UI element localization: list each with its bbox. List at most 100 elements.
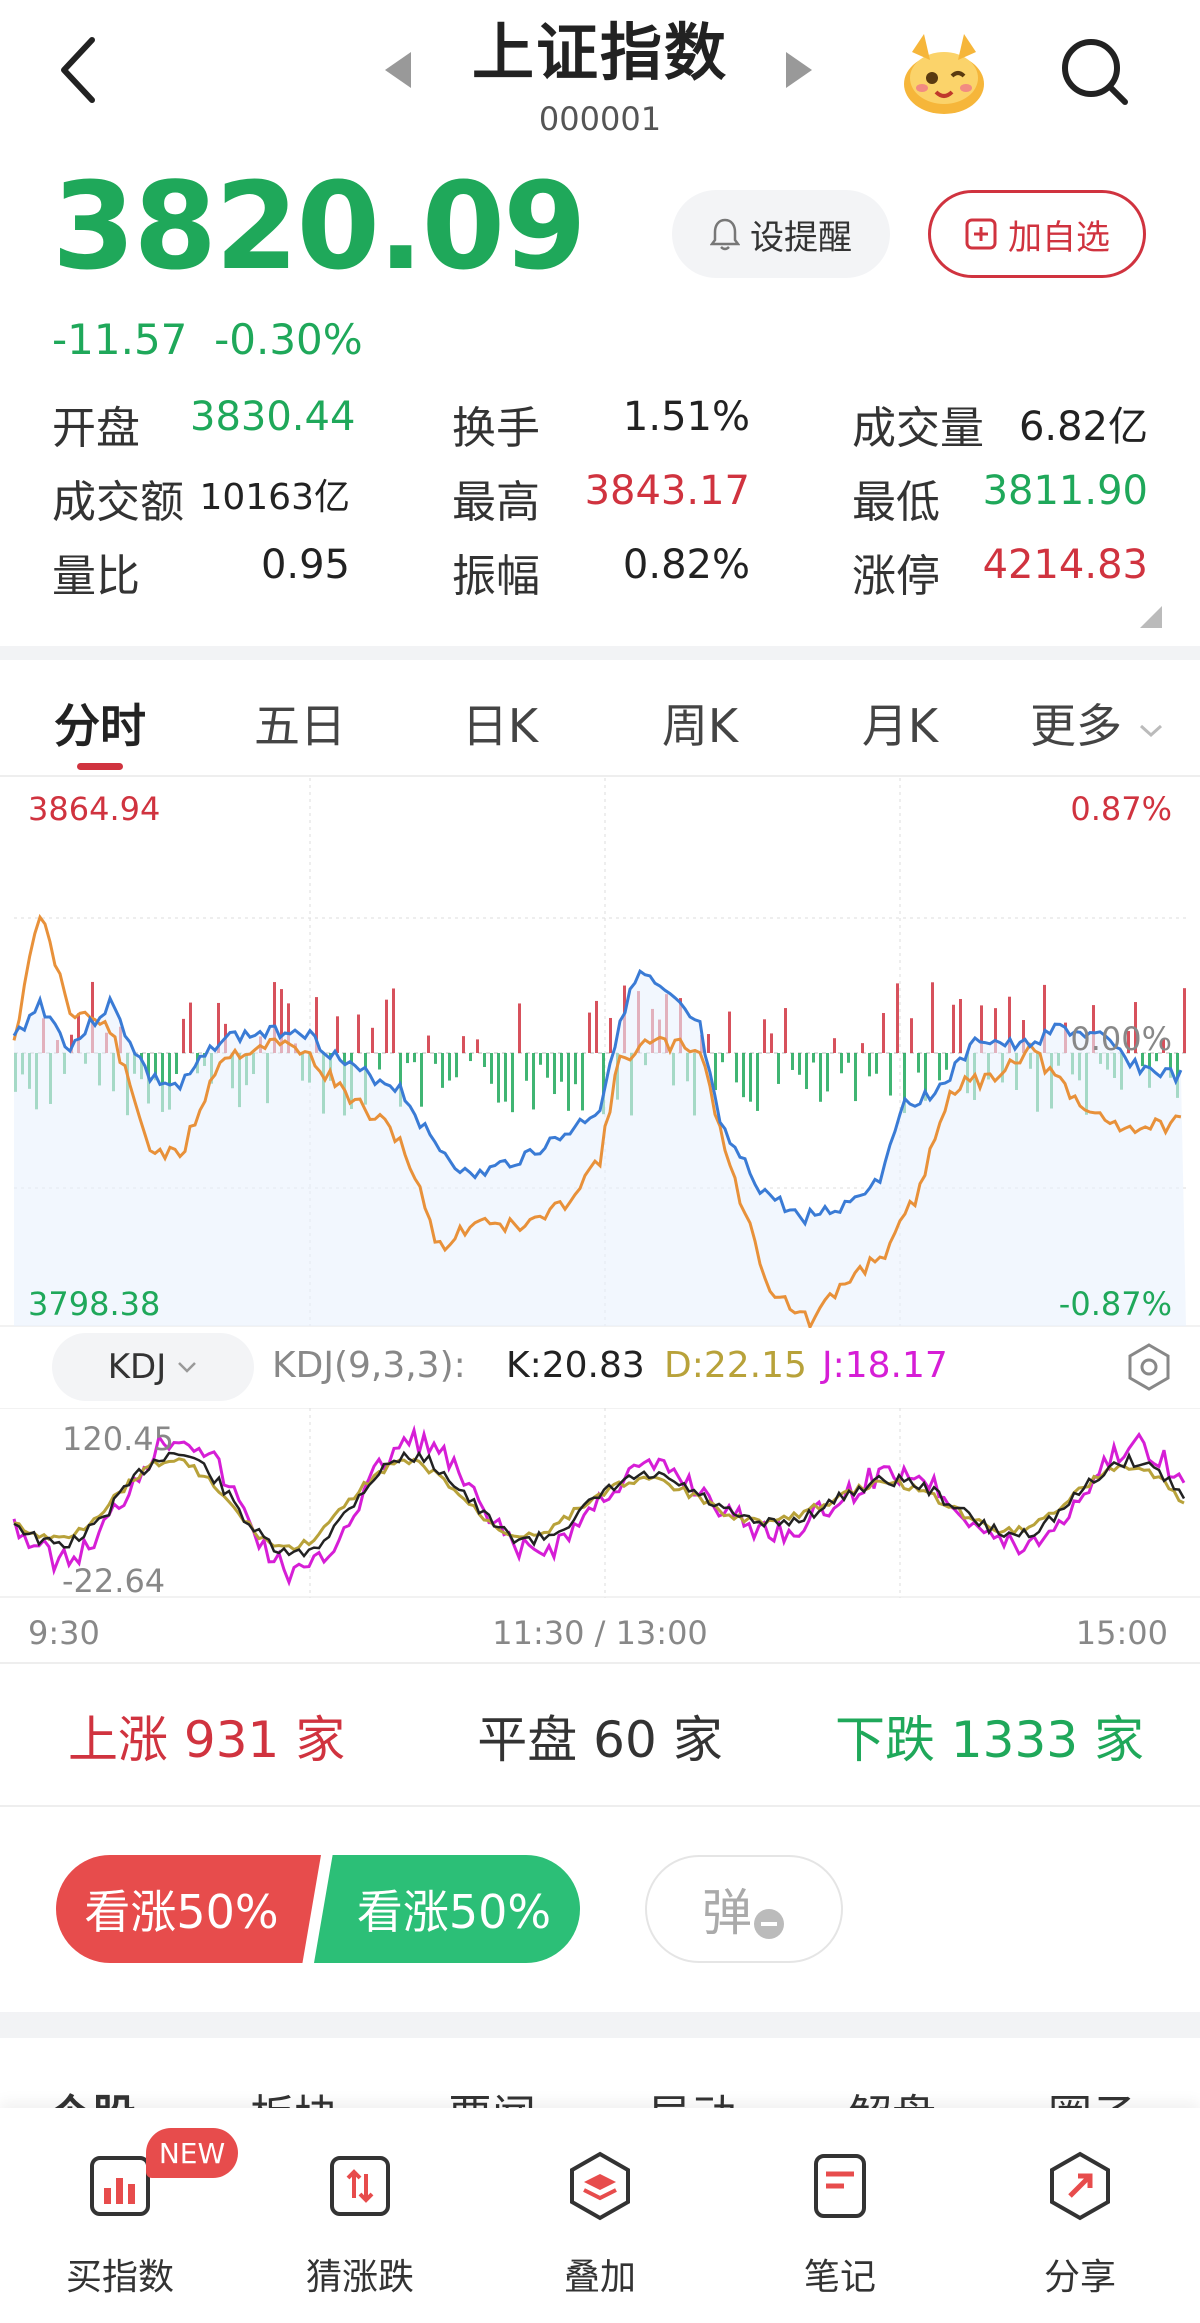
- vote-bullish-button[interactable]: 看涨50%: [56, 1855, 321, 1963]
- kdj-j-value: J:18.17: [822, 1345, 948, 1386]
- change-percent: -0.30%: [214, 315, 363, 364]
- add-watchlist-label: 加自选: [1008, 217, 1110, 258]
- stat-label-volume-ratio: 量比: [52, 551, 140, 602]
- price-line: [12, 968, 1183, 1227]
- vote-bearish-button[interactable]: 看涨50%: [314, 1855, 580, 1963]
- volume-bar: [462, 1036, 465, 1053]
- change-value: -11.57: [52, 315, 188, 364]
- nav-notes-label: 笔记: [803, 2257, 876, 2298]
- nav-overlay[interactable]: 叠加: [520, 2150, 680, 2300]
- volume-bar: [1155, 1053, 1158, 1062]
- volume-bar: [1092, 1005, 1095, 1053]
- stat-label-turnover: 换手: [452, 403, 540, 454]
- volume-bar: [378, 1053, 381, 1070]
- kdj-d-line: [13, 1457, 1185, 1552]
- kdj-axis-low: -22.64: [62, 1562, 166, 1600]
- volume-bar: [728, 1011, 731, 1053]
- stat-value-volume-ratio: 0.95: [260, 542, 350, 588]
- volume-bar: [315, 997, 318, 1053]
- tab-intraday[interactable]: 分时: [54, 699, 146, 753]
- volume-bar: [938, 1053, 941, 1081]
- minus-circle-icon: [754, 1909, 784, 1939]
- volume-bar: [273, 982, 276, 1053]
- prev-index-icon[interactable]: [385, 52, 411, 88]
- pct-axis-zero: 0.00%: [1070, 1020, 1172, 1058]
- volume-bar: [189, 1002, 192, 1053]
- kdj-chart[interactable]: [0, 1408, 1200, 1598]
- volume-bar: [483, 1053, 486, 1067]
- time-axis-end: 15:00: [1075, 1614, 1168, 1652]
- set-reminder-button[interactable]: 设提醒: [672, 190, 890, 278]
- divider: [0, 1662, 1200, 1664]
- tab-five-day[interactable]: 五日: [254, 699, 346, 753]
- tab-monthly-k[interactable]: 月K: [861, 699, 939, 753]
- volume-bar: [175, 1053, 178, 1074]
- volume-bar: [749, 1053, 752, 1102]
- volume-bar: [476, 1039, 479, 1053]
- volume-bar: [399, 1053, 402, 1107]
- volume-bar: [1162, 1038, 1165, 1053]
- volume-bar: [154, 1053, 157, 1081]
- volume-bar: [455, 1053, 458, 1078]
- updown-icon: [330, 2156, 390, 2216]
- share-icon: [1050, 2151, 1110, 2221]
- indicator-selector-label: KDJ: [107, 1347, 167, 1387]
- volume-bar: [847, 1053, 850, 1063]
- volume-bar: [1134, 1002, 1137, 1053]
- stat-value-low: 3811.90: [982, 468, 1148, 514]
- next-index-icon[interactable]: [786, 52, 812, 88]
- nav-buy-index[interactable]: 买指数: [40, 2150, 200, 2300]
- stat-label-low: 最低: [852, 477, 940, 528]
- kdj-j-line: [12, 1424, 1186, 1587]
- volume-bar: [994, 1008, 997, 1053]
- decliners-count: 下跌 1333 家: [834, 1711, 1144, 1769]
- nav-guess[interactable]: 猜涨跌: [280, 2150, 440, 2300]
- nav-notes[interactable]: 笔记: [760, 2150, 920, 2300]
- price-axis-low: 3798.38: [28, 1285, 161, 1323]
- volume-bar: [945, 1053, 948, 1070]
- volume-bar: [777, 1053, 780, 1084]
- volume-bar: [217, 1002, 220, 1053]
- indicator-settings-button[interactable]: [1124, 1342, 1174, 1396]
- stat-label-open: 开盘: [52, 403, 140, 454]
- volume-bar: [798, 1053, 801, 1075]
- volume-bar: [469, 1053, 472, 1062]
- average-price-line: [12, 913, 1182, 1328]
- mascot-icon[interactable]: [898, 26, 990, 118]
- intraday-chart[interactable]: [0, 778, 1200, 1328]
- danmu-toggle[interactable]: 弹: [645, 1855, 843, 1963]
- add-watchlist-button[interactable]: 加自选: [928, 190, 1146, 278]
- plus-box-icon: [965, 218, 997, 250]
- search-icon: [1062, 39, 1128, 105]
- volume-bar: [889, 1053, 892, 1096]
- stock-code: 000001: [538, 100, 662, 138]
- volume-bar: [420, 1053, 423, 1107]
- stat-label-amplitude: 振幅: [452, 551, 540, 602]
- volume-bar: [525, 1053, 528, 1081]
- tab-weekly-k[interactable]: 周K: [661, 699, 739, 753]
- volume-bar: [287, 1003, 290, 1053]
- note-icon: [814, 2154, 866, 2218]
- volume-bar: [980, 1005, 983, 1053]
- search-button[interactable]: [1055, 32, 1135, 112]
- nav-share[interactable]: 分享: [1000, 2150, 1160, 2300]
- volume-bar: [896, 983, 899, 1053]
- back-button[interactable]: [50, 30, 110, 110]
- tab-daily-k[interactable]: 日K: [461, 699, 539, 753]
- volume-bar: [371, 1027, 374, 1053]
- bell-icon: [710, 218, 740, 251]
- nav-guess-label: 猜涨跌: [305, 2257, 414, 2298]
- expand-stats-icon[interactable]: [1140, 606, 1162, 628]
- pct-axis-high: 0.87%: [1070, 790, 1172, 828]
- advancers-count: 上涨 931 家: [68, 1711, 346, 1769]
- volume-bar: [882, 1013, 885, 1053]
- volume-bar: [546, 1053, 549, 1078]
- indicator-selector[interactable]: KDJ: [52, 1333, 254, 1401]
- volume-bar: [826, 1053, 829, 1092]
- nav-overlay-label: 叠加: [563, 2257, 636, 2298]
- settings-icon: [1128, 1343, 1170, 1391]
- page-title: 上证指数: [471, 16, 728, 89]
- tab-more[interactable]: 更多: [1030, 690, 1180, 756]
- volume-bar: [840, 1053, 843, 1074]
- volume-bar: [427, 1035, 430, 1053]
